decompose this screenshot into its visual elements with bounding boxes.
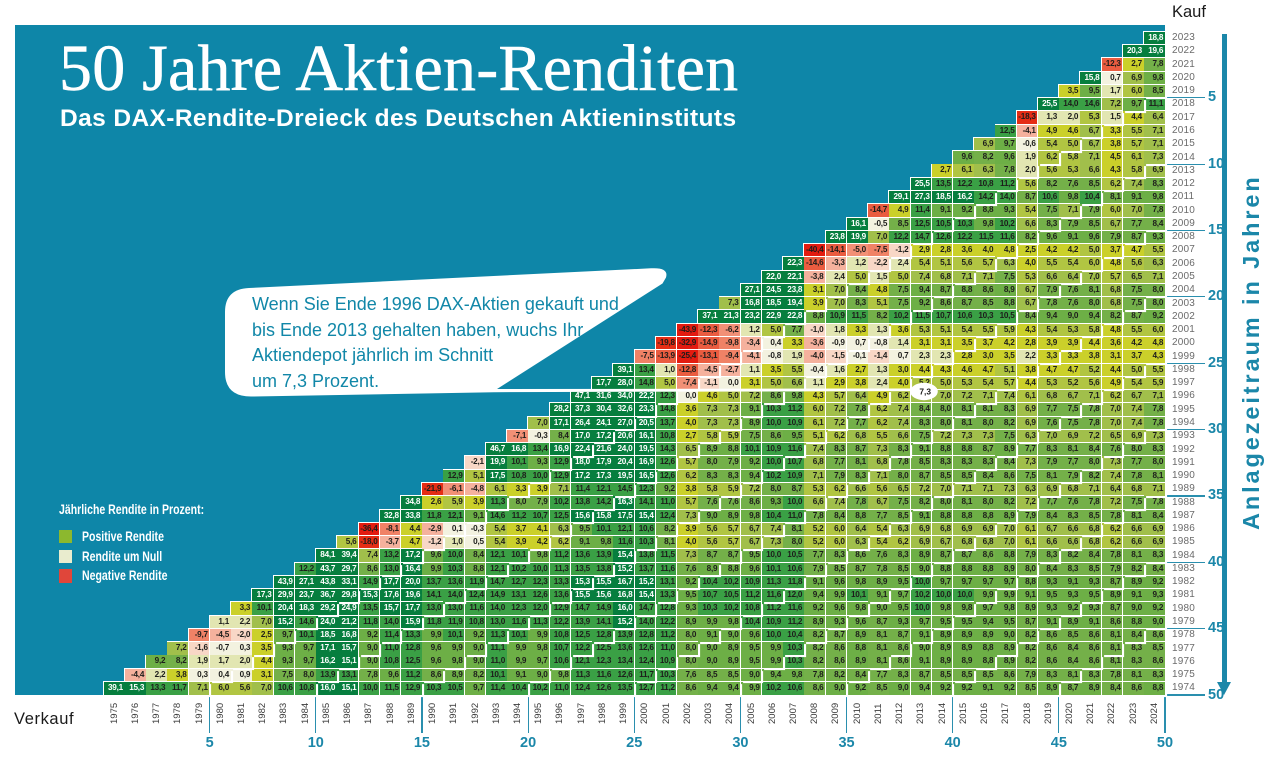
svg-text:7,3: 7,3 [919, 387, 931, 397]
